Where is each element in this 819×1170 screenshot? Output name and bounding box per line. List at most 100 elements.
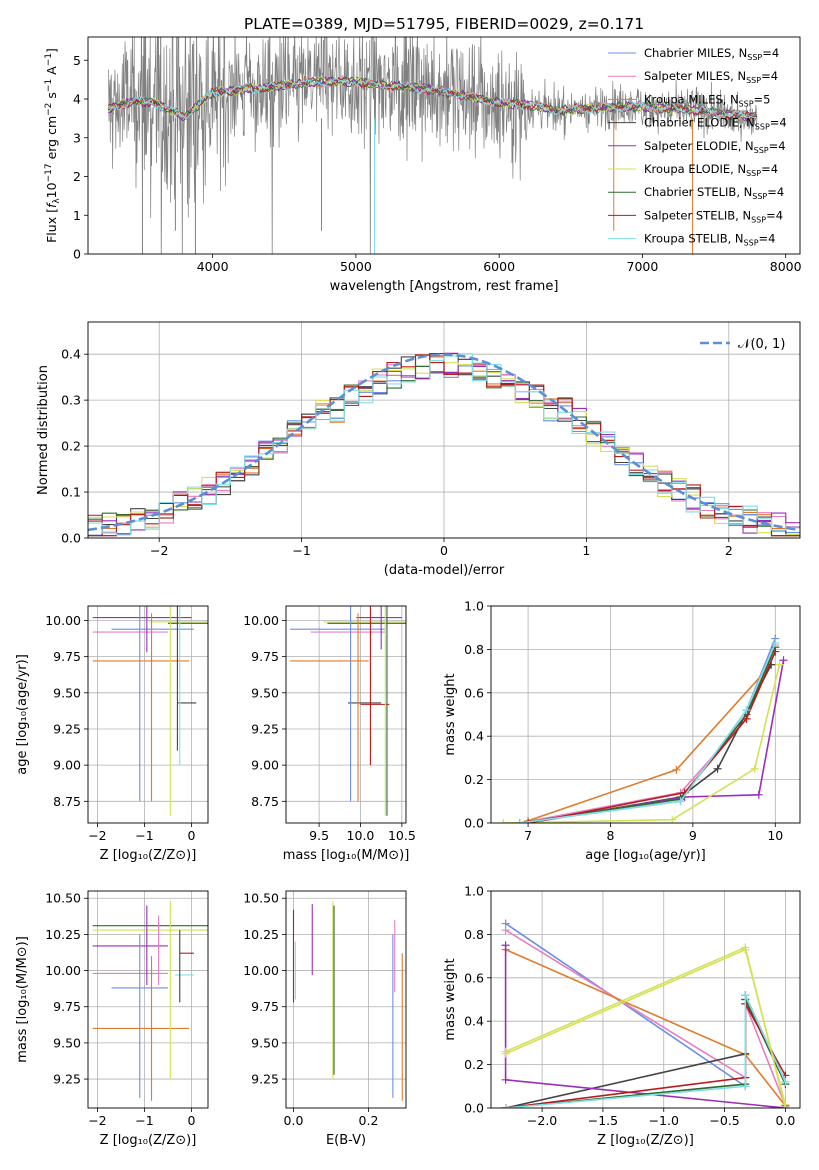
- y-tick-label: 9.25: [53, 721, 81, 736]
- spectrum-panel: 4000 5000 6000 7000 8000 0 1 2 3 4 5 wavelength [An…: [44, 36, 802, 294]
- x-tick-label: 6000: [483, 259, 515, 274]
- y-tick-label: 9.50: [251, 685, 279, 700]
- weight-vs-Z-panel: −2.0 −1.5 −1.0 −0.5 0.0 0.0 0.2 0.4 0.6 0.8 1.0 Z […: [443, 884, 801, 1148]
- axis-label: Z [log₁₀(Z/Z⊙)]: [597, 1133, 694, 1148]
- weight-point: [713, 764, 722, 773]
- y-tick-label: 1.0: [464, 599, 484, 614]
- weight-point: [771, 647, 780, 656]
- legend-entry: Salpeter MILES, NSSP=4: [644, 69, 778, 85]
- legend-entry: Salpeter ELODIE, NSSP=4: [644, 139, 786, 155]
- error-bars: [92, 606, 208, 816]
- y-tick-label: 9.75: [53, 999, 81, 1014]
- model-spectrum: [107, 76, 758, 121]
- y-tick-label: 1.0: [464, 884, 484, 899]
- plot-frame: [490, 890, 801, 1109]
- weight-point: [750, 764, 759, 773]
- weight-point: [501, 926, 510, 935]
- y-tick-label: 10.00: [45, 613, 81, 628]
- legend-entry: Kroupa STELIB, NSSP=4: [644, 232, 775, 248]
- y-tick-label: 0.4: [61, 347, 81, 362]
- legend-entry: Salpeter STELIB, NSSP=4: [644, 208, 783, 224]
- x-tick-label: −2: [88, 828, 106, 843]
- y-tick-label: 0: [73, 247, 81, 262]
- y-tick-label: 0.3: [61, 393, 81, 408]
- x-tick-label: 10: [767, 828, 783, 843]
- x-tick-label: 9.5: [309, 828, 329, 843]
- residuals-panel: −2 −1 0 1 2 0.0 0.1 0.2 0.3 0.4 (data-model)/error…: [36, 321, 801, 578]
- weight-point: [524, 819, 533, 823]
- x-tick-label: −2.0: [527, 1113, 557, 1128]
- y-tick-label: 4: [73, 92, 81, 107]
- x-tick-label: 10.0: [347, 828, 375, 843]
- plot-frame: [285, 605, 407, 824]
- legend-entry: Kroupa MILES, NSSP=5: [644, 92, 770, 108]
- weight-point: [672, 765, 681, 774]
- weight-series: [519, 642, 777, 823]
- figure-title: PLATE=0389, MJD=51795, FIBERID=0029, z=0…: [244, 15, 644, 33]
- y-tick-label: 9.25: [251, 721, 279, 736]
- y-tick-label: 8.75: [53, 794, 81, 809]
- weight-point: [781, 1104, 790, 1108]
- weight-series: [505, 948, 787, 1107]
- y-tick-label: 9.75: [53, 649, 81, 664]
- histograms: [88, 352, 800, 537]
- weight-point: [781, 1077, 790, 1086]
- axis-label: age [log₁₀(age/yr)]: [585, 848, 706, 863]
- axis-label: wavelength [Angstrom, rest frame]: [330, 279, 559, 294]
- y-tick-label: 0.2: [61, 439, 81, 454]
- weight-point: [501, 1104, 510, 1108]
- weight-series: [519, 644, 777, 823]
- x-tick-label: 9: [689, 828, 697, 843]
- y-tick-label: 2: [73, 169, 81, 184]
- weight-series: [519, 646, 777, 823]
- normal-curve: [88, 353, 798, 532]
- weight-point: [499, 819, 508, 823]
- x-tick-label: −1: [135, 828, 153, 843]
- age-vs-mass-panel: 9.5 10.0 10.5 8.75 9.00 9.25 9.50 9.75 10.00 mass…: [243, 605, 416, 863]
- x-tick-label: −1.0: [649, 1113, 679, 1128]
- y-tick-label: 0.1: [61, 485, 81, 500]
- weight-point: [501, 1047, 510, 1056]
- x-tick-label: −1.5: [588, 1113, 618, 1128]
- legend-entry: Chabrier MILES, NSSP=4: [644, 46, 779, 62]
- weight-point: [741, 943, 750, 952]
- x-tick-label: 8: [607, 828, 615, 843]
- y-tick-label: 10.00: [243, 963, 279, 978]
- x-tick-label: 5000: [340, 259, 372, 274]
- legend-entry: Kroupa ELODIE, NSSP=4: [644, 162, 778, 178]
- x-tick-label: 8000: [770, 259, 802, 274]
- residual-histogram: [88, 353, 800, 536]
- x-tick-label: 10.5: [388, 828, 416, 843]
- x-tick-label: 0: [188, 1113, 196, 1128]
- axis-label: E(B-V): [326, 1133, 366, 1148]
- weight-point: [742, 714, 751, 723]
- x-tick-label: 7: [524, 828, 532, 843]
- y-tick-label: 9.25: [53, 1072, 81, 1087]
- legend-entry: Chabrier STELIB, NSSP=4: [644, 185, 784, 201]
- plot-frame: [87, 605, 209, 824]
- y-tick-label: 0.0: [61, 531, 81, 546]
- age-vs-Z-panel: −2 −1 0 8.75 9.00 9.25 9.50 9.75 10.00 Z [log₁₀(Z…: [15, 605, 209, 863]
- mass-vs-Z-panel: −2 −1 0 9.25 9.50 9.75 10.00 10.25 10.50 Z [log₁₀…: [15, 890, 209, 1148]
- x-tick-label: 0.0: [775, 1113, 795, 1128]
- error-bars: [290, 606, 406, 816]
- x-tick-label: 7000: [627, 259, 659, 274]
- observed-spectrum: [107, 37, 758, 254]
- y-tick-label: 10.00: [45, 963, 81, 978]
- legend-entry: Chabrier ELODIE, NSSP=4: [644, 116, 787, 132]
- axis-label: (data-model)/error: [384, 563, 505, 578]
- y-tick-label: 9.00: [251, 758, 279, 773]
- y-tick-label: 0.2: [464, 772, 484, 787]
- weight-point: [501, 1075, 510, 1084]
- y-tick-label: 0.8: [464, 927, 484, 942]
- x-tick-label: −1: [135, 1113, 153, 1128]
- y-tick-label: 1: [73, 208, 81, 223]
- weight-lines: [499, 634, 788, 823]
- x-tick-label: 0: [188, 828, 196, 843]
- y-tick-label: 0.0: [464, 816, 484, 831]
- y-tick-label: 9.50: [53, 1035, 81, 1050]
- y-tick-label: 9.00: [53, 758, 81, 773]
- plot-frame: [87, 890, 209, 1109]
- mass-vs-EBV-panel: 0.0 0.2 9.25 9.50 9.75 10.00 10.25 10.50 E(B-V): [243, 890, 407, 1148]
